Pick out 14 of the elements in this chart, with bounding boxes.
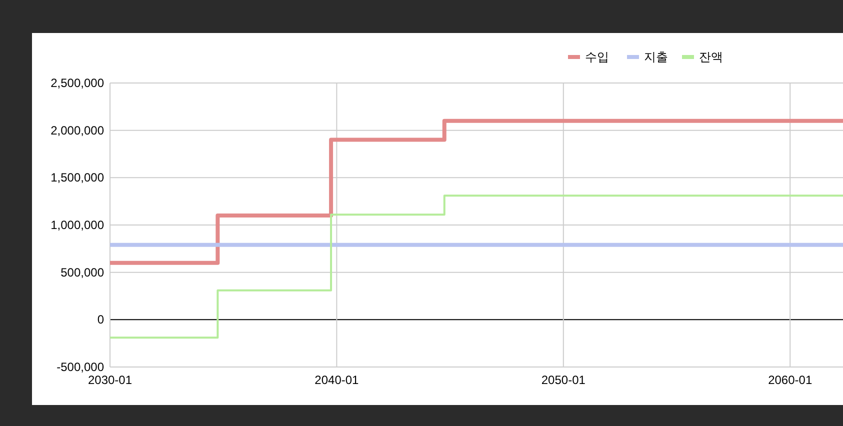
y-tick-label: 1,000,000 [50,218,104,232]
x-tick-label: 2030-01 [88,373,132,387]
y-tick-label: 2,000,000 [50,123,104,138]
legend-label: 지출 [644,50,668,64]
x-tick-label: 2060-01 [768,373,812,387]
y-tick-label: -500,000 [56,360,104,374]
y-tick-label: 1,500,000 [50,170,104,185]
y-tick-label: 0 [97,312,104,327]
y-tick-label: 2,500,000 [50,76,104,90]
legend-label: 잔액 [699,50,723,64]
y-tick-label: 500,000 [60,265,104,280]
legend-label: 수입 [585,50,609,64]
x-tick-label: 2040-01 [314,373,360,387]
x-tick-label: 2050-01 [541,373,586,387]
